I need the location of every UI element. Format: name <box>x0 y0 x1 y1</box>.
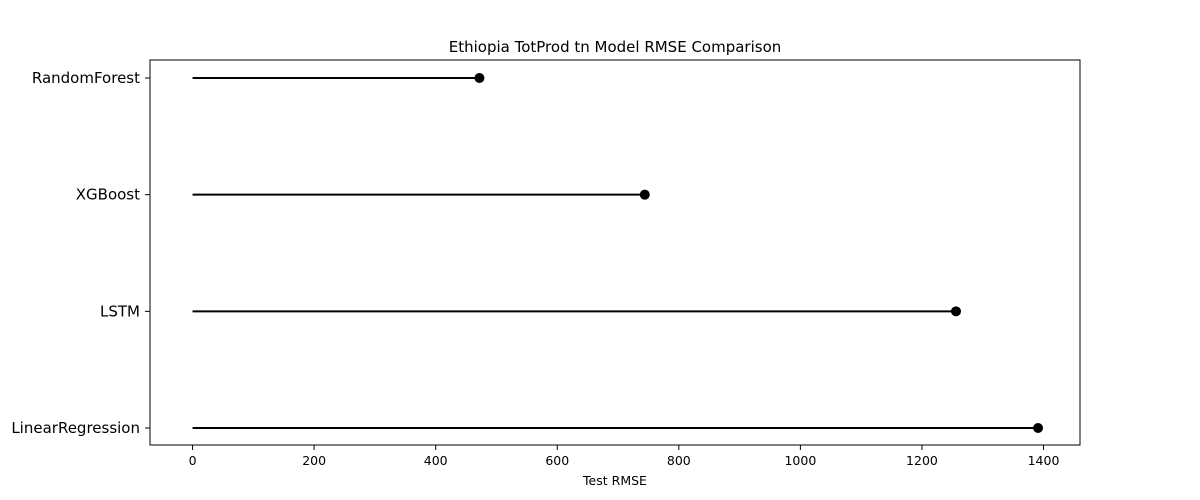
x-tick-label: 1000 <box>784 453 816 468</box>
chart-marks <box>192 73 1044 433</box>
x-tick-label: 1400 <box>1028 453 1060 468</box>
x-tick-label: 200 <box>302 453 326 468</box>
y-tick-label: LSTM <box>100 302 140 320</box>
plot-frame <box>149 59 1081 446</box>
point-xgboost <box>639 189 650 200</box>
point-lstm <box>951 306 961 317</box>
x-axis: 0 200 400 600 800 1000 1200 1400 <box>189 445 1060 468</box>
y-tick-label: LinearRegression <box>11 419 140 437</box>
chart-title: Ethiopia TotProd tn Model RMSE Compariso… <box>449 38 782 56</box>
y-axis: RandomForest XGBoost LSTM LinearRegression <box>11 69 150 437</box>
y-tick-label: XGBoost <box>76 186 140 204</box>
x-tick-label: 1200 <box>906 453 938 468</box>
x-tick-label: 600 <box>545 453 569 468</box>
point-linearregression <box>1033 423 1044 433</box>
x-tick-label: 400 <box>424 453 448 468</box>
y-tick-label: RandomForest <box>32 69 140 87</box>
x-axis-label: Test RMSE <box>582 473 647 488</box>
x-tick-label: 0 <box>189 453 197 468</box>
x-tick-label: 800 <box>667 453 691 468</box>
point-randomforest <box>474 73 485 83</box>
